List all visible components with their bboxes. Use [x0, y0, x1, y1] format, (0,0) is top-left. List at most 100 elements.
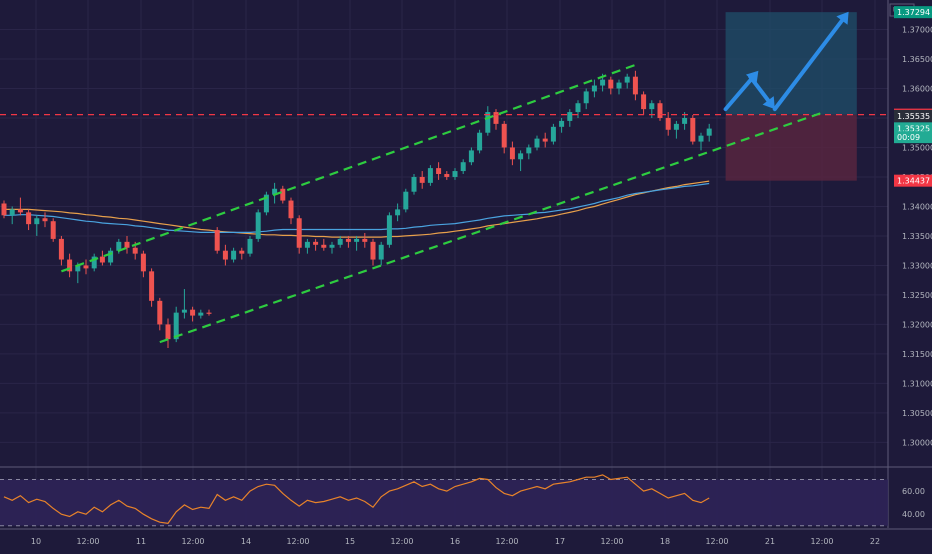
candle-body	[321, 244, 327, 248]
candle-body	[247, 238, 253, 254]
loss-zone	[725, 114, 857, 181]
candle-body	[190, 309, 196, 316]
rsi-band-fill	[0, 479, 888, 526]
projection-arrow-head	[762, 96, 775, 110]
candle-body	[280, 188, 286, 201]
price-label-text: 1.34437	[897, 177, 930, 186]
time-tick-label: 12:00	[495, 537, 518, 546]
candle-body	[624, 76, 630, 83]
candle-body	[99, 256, 105, 263]
price-label-badge	[894, 109, 932, 122]
projection-arrow-shaft	[723, 77, 754, 112]
time-tick-label: 12:00	[181, 537, 204, 546]
candle-body	[395, 209, 401, 216]
candle-body	[255, 212, 261, 239]
candle-body	[329, 244, 335, 248]
price-tick-label: 1.37000	[902, 25, 932, 34]
candle-body	[665, 117, 671, 130]
candle-body	[452, 171, 458, 177]
price-label-text: 1.35535	[897, 112, 930, 121]
rsi-tick-label: 40.00	[902, 510, 925, 519]
candles	[1, 70, 712, 349]
candle-body	[591, 85, 597, 92]
projection-arrows	[723, 11, 849, 112]
time-tick-label: 14	[241, 537, 251, 546]
price-tick-label: 1.35000	[902, 143, 932, 152]
candle-body	[67, 259, 73, 272]
candle-body	[181, 309, 187, 313]
candle-body	[460, 162, 466, 172]
candle-body	[132, 247, 138, 254]
candle-body	[313, 241, 319, 245]
time-tick-label: 12:00	[600, 537, 623, 546]
candle-body	[518, 153, 524, 160]
candle-body	[583, 91, 589, 104]
candle-body	[509, 147, 515, 160]
rsi-line	[3, 474, 710, 525]
candle-body	[534, 138, 540, 148]
price-label-badge	[894, 6, 932, 19]
time-tick-label: 12:00	[390, 537, 413, 546]
candle-body	[542, 138, 548, 142]
candle-body	[550, 126, 556, 142]
candle-body	[9, 209, 15, 216]
projection-arrow-shaft	[748, 74, 771, 103]
candle-body	[50, 221, 56, 239]
candle-body	[657, 103, 663, 118]
time-tick-label: 21	[765, 537, 775, 546]
time-tick-label: 10	[31, 537, 41, 546]
candle-body	[559, 120, 565, 127]
candle-body	[140, 253, 146, 272]
price-tick-label: 1.36000	[902, 84, 932, 93]
candle-body	[345, 238, 351, 242]
price-label-text: 1.37294	[897, 8, 930, 17]
candle-body	[608, 79, 614, 89]
candle-body	[58, 238, 64, 260]
time-axis[interactable]: 10 12:00 11 12:00 14 12:00 15 12:00 16 12:00 17 12:…	[31, 537, 880, 546]
price-tick-label: 1.32500	[902, 291, 932, 300]
candle-body	[124, 241, 130, 248]
price-tick-label: 1.36500	[902, 55, 932, 64]
candle-body	[600, 79, 606, 86]
time-tick-label: 12:00	[76, 537, 99, 546]
candle-body	[649, 103, 655, 110]
candle-body	[1, 203, 7, 216]
candle-body	[567, 112, 573, 121]
candle-body	[239, 250, 245, 254]
candle-body	[157, 300, 163, 325]
candle-body	[403, 191, 409, 210]
candle-body	[526, 147, 532, 154]
price-tick-label: 1.34000	[902, 202, 932, 211]
projection-arrow-shaft	[772, 18, 844, 112]
candle-body	[296, 218, 302, 248]
candle-body	[108, 250, 114, 263]
candle-body	[214, 230, 220, 251]
channel-line	[159, 111, 825, 344]
candle-body	[444, 174, 450, 177]
candle-body	[698, 135, 704, 142]
projection-arrow-head	[836, 11, 849, 25]
candle-body	[477, 132, 483, 151]
price-tick-label: 1.31500	[902, 350, 932, 359]
candle-body	[673, 123, 679, 130]
candle-body	[75, 265, 81, 272]
candle-body	[616, 82, 622, 89]
time-tick-label: 12:00	[705, 537, 728, 546]
time-tick-label: 16	[450, 537, 460, 546]
candle-body	[222, 250, 228, 260]
candle-body	[641, 94, 647, 110]
candle-body	[34, 218, 40, 225]
candle-body	[386, 215, 392, 245]
candle-body	[468, 150, 474, 163]
channel-line	[61, 63, 636, 273]
price-tick-label: 1.30500	[902, 409, 932, 418]
price-axis[interactable]: 11.300001.305001.310001.315001.320001.32…	[889, 3, 932, 447]
price-label-badge	[894, 131, 932, 144]
price-tick-label: 1.33000	[902, 261, 932, 270]
candle-body	[206, 312, 212, 314]
candle-body	[83, 265, 89, 269]
candle-body	[263, 194, 269, 213]
price-tick-label: 1.31000	[902, 379, 932, 388]
